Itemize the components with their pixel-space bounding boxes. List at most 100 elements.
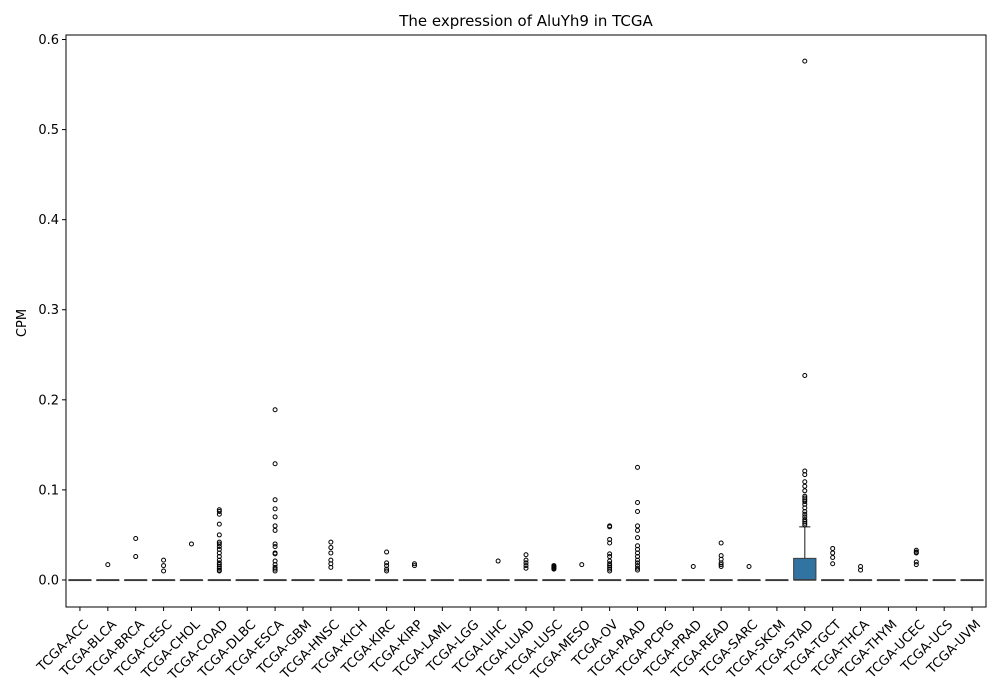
outlier-point xyxy=(216,532,222,538)
box-tcga-stad xyxy=(793,58,817,581)
outlier-point xyxy=(913,547,919,553)
y-tick-label: 0.3 xyxy=(38,303,59,318)
outlier-point xyxy=(216,541,222,547)
box-tcga-blca xyxy=(96,562,120,582)
outlier-point xyxy=(802,509,808,515)
outlier-point xyxy=(384,549,390,555)
outlier-point xyxy=(718,540,724,546)
y-tick-label: 0.6 xyxy=(38,33,59,48)
outlier-point xyxy=(216,565,222,571)
outlier-point xyxy=(607,554,613,560)
box-tcga-ucs xyxy=(932,579,956,582)
box-tcga-hnsc xyxy=(319,539,343,582)
box-tcga-lihc xyxy=(486,558,510,582)
outlier-point xyxy=(635,560,641,566)
outlier-point xyxy=(635,527,641,533)
outlier-point xyxy=(161,563,167,569)
y-tick-label: 0.0 xyxy=(38,573,59,588)
outlier-point xyxy=(690,563,696,569)
outlier-point xyxy=(635,500,641,506)
box-tcga-ucec xyxy=(904,547,928,582)
outlier-point xyxy=(802,479,808,485)
box-tcga-skcm xyxy=(765,579,789,582)
outlier-point xyxy=(551,566,557,572)
outlier-point xyxy=(216,539,222,545)
outlier-point xyxy=(272,506,278,512)
box-tcga-luad xyxy=(514,552,538,582)
outlier-point xyxy=(635,563,641,569)
y-tick-label: 0.5 xyxy=(38,123,59,138)
box-tcga-ov xyxy=(597,523,622,582)
outlier-point xyxy=(272,568,278,574)
box-tcga-gbm xyxy=(291,579,315,582)
box-tcga-tgct xyxy=(821,545,845,582)
outlier-point xyxy=(607,558,613,564)
plot-area xyxy=(68,58,984,582)
outlier-point xyxy=(802,499,808,505)
outlier-point xyxy=(607,568,613,574)
box-tcga-laml xyxy=(430,579,455,582)
outlier-point xyxy=(802,58,808,64)
y-axis-label: CPM xyxy=(15,309,30,337)
box-tcga-cesc xyxy=(151,557,176,582)
outlier-point xyxy=(802,522,808,528)
outlier-point xyxy=(272,551,278,557)
outlier-point xyxy=(272,566,278,572)
outlier-point xyxy=(384,560,390,566)
outlier-point xyxy=(579,562,585,568)
outlier-point xyxy=(384,568,390,574)
outlier-point xyxy=(607,540,613,546)
outlier-point xyxy=(328,564,334,570)
outlier-point xyxy=(607,551,613,557)
box-tcga-chol xyxy=(179,541,204,582)
outlier-point xyxy=(272,407,278,413)
y-axis: 0.0 0.1 0.2 0.3 0.4 0.5 0.6 xyxy=(38,33,66,588)
outlier-point xyxy=(328,539,334,545)
outlier-point xyxy=(607,524,613,530)
y-tick-label: 0.4 xyxy=(38,213,59,228)
box-tcga-thym xyxy=(876,579,901,582)
outlier-point xyxy=(746,563,752,569)
box-tcga-sarc xyxy=(737,563,761,582)
outlier-point xyxy=(635,565,641,571)
outlier-point xyxy=(802,472,808,478)
outlier-point xyxy=(272,527,278,533)
box-tcga-pcpg xyxy=(653,579,678,582)
outlier-point xyxy=(216,557,222,563)
outlier-point xyxy=(272,497,278,503)
outlier-point xyxy=(216,568,222,574)
outlier-point xyxy=(495,558,501,564)
box-tcga-kirc xyxy=(374,549,399,582)
box-tcga-meso xyxy=(570,562,594,582)
outlier-point xyxy=(635,535,641,541)
outlier-point xyxy=(802,497,808,503)
box-tcga-kirp xyxy=(402,561,427,582)
y-tick-label: 0.2 xyxy=(38,393,59,408)
outlier-point xyxy=(216,521,222,527)
outlier-point xyxy=(635,567,641,573)
plot-frame xyxy=(65,34,987,608)
box-tcga-lusc xyxy=(542,563,566,582)
outlier-point xyxy=(523,565,529,571)
outlier-point xyxy=(523,557,529,563)
outlier-point xyxy=(802,483,808,489)
outlier-point xyxy=(216,544,222,550)
outlier-point xyxy=(802,511,808,517)
outlier-point xyxy=(161,568,167,574)
outlier-point xyxy=(913,562,919,568)
outlier-point xyxy=(718,562,724,568)
outlier-point xyxy=(607,566,613,572)
outlier-point xyxy=(830,545,836,551)
outlier-point xyxy=(635,509,641,515)
y-tick-label: 0.1 xyxy=(38,483,59,498)
box-tcga-prad xyxy=(681,563,705,582)
outlier-point xyxy=(718,563,724,569)
box-tcga-uvm xyxy=(960,579,984,582)
box-tcga-esca xyxy=(263,407,287,582)
box-tcga-acc xyxy=(68,579,92,582)
outlier-point xyxy=(133,554,139,560)
box-tcga-dlbc xyxy=(235,579,259,582)
outlier-point xyxy=(411,563,417,569)
outlier-point xyxy=(635,557,641,563)
outlier-point xyxy=(913,559,919,565)
